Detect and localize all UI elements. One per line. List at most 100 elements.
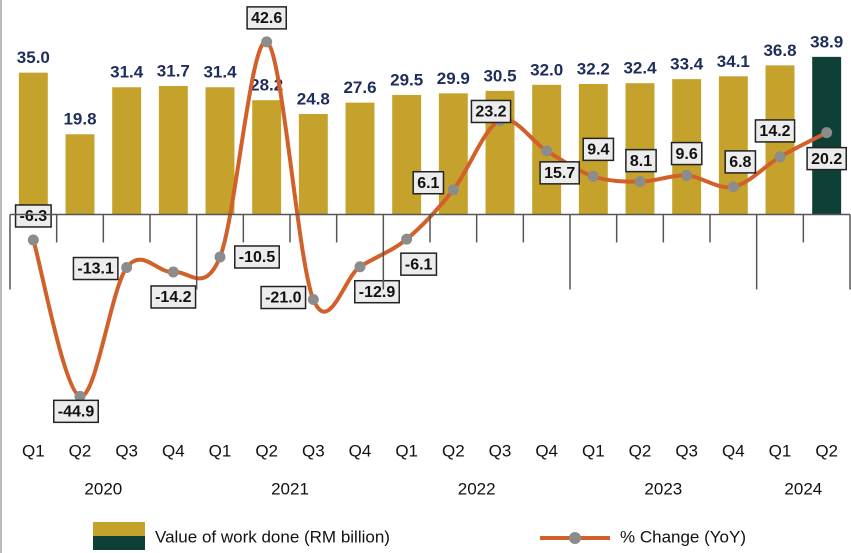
line-marker <box>354 261 366 273</box>
line-marker <box>447 184 459 196</box>
legend-label: % Change (YoY) <box>620 527 746 546</box>
bar <box>625 83 655 215</box>
bar-label: 32.4 <box>623 59 657 78</box>
year-label: 2020 <box>84 479 122 498</box>
x-tick-label: Q2 <box>69 441 92 460</box>
line-label: -6.3 <box>20 208 48 225</box>
line-marker <box>634 176 646 188</box>
line-label: 20.2 <box>811 151 842 168</box>
line-marker <box>681 170 693 182</box>
line-label: -12.9 <box>359 284 396 301</box>
line-label-box <box>400 252 438 276</box>
line-label: -21.0 <box>265 290 302 307</box>
bar <box>205 87 235 215</box>
bar-label: 32.2 <box>577 59 610 78</box>
line-label: 23.2 <box>475 104 506 121</box>
year-label: 2023 <box>644 479 682 498</box>
line-label-box <box>539 161 580 185</box>
x-tick-label: Q1 <box>395 441 418 460</box>
line-marker <box>74 390 86 402</box>
legend-label: Value of work done (RM billion) <box>155 527 390 546</box>
bar-label: 33.4 <box>670 55 704 74</box>
x-tick-label: Q1 <box>209 441 232 460</box>
bar-label: 36.8 <box>763 41 796 60</box>
line-marker <box>587 170 599 182</box>
x-tick-label: Q1 <box>769 441 792 460</box>
x-tick-label: Q1 <box>22 441 45 460</box>
line-label: 6.1 <box>417 175 439 192</box>
line-marker <box>821 127 833 139</box>
line-label-box <box>724 150 757 174</box>
bar-label: 30.5 <box>483 66 516 85</box>
bar <box>438 93 468 215</box>
line-label-box <box>470 99 512 124</box>
x-tick-label: Q3 <box>489 441 512 460</box>
bar <box>65 134 95 215</box>
bar-label: 29.5 <box>390 70 423 89</box>
line-label: -14.2 <box>155 289 192 306</box>
bar-label: 34.1 <box>717 52 750 71</box>
bar-label: 31.7 <box>157 62 190 81</box>
year-label: 2022 <box>458 479 496 498</box>
line-label: 42.6 <box>251 10 282 27</box>
x-tick-label: Q3 <box>302 441 325 460</box>
bar <box>392 94 422 215</box>
bar-label: 29.9 <box>437 69 470 88</box>
line-label-box <box>670 141 703 166</box>
line-marker <box>541 145 553 157</box>
bar-label: 31.4 <box>203 63 237 82</box>
line-label: 14.2 <box>759 123 790 140</box>
line-label-box <box>582 137 615 162</box>
line-label-box <box>72 256 119 281</box>
bar-label: 32.0 <box>530 60 563 79</box>
line-label: -13.1 <box>77 261 114 278</box>
bar <box>112 87 142 215</box>
x-tick-label: Q3 <box>115 441 138 460</box>
bar-label: 35.0 <box>17 48 50 67</box>
year-label: 2021 <box>271 479 309 498</box>
bar <box>158 86 188 215</box>
line-label-box <box>806 146 847 171</box>
line-marker <box>121 262 133 274</box>
line-label: 8.1 <box>630 153 652 170</box>
x-tick-label: Q4 <box>535 441 558 460</box>
legend-swatch <box>93 522 145 536</box>
line-marker <box>401 233 413 245</box>
bar-label: 31.4 <box>110 63 144 82</box>
bar-label: 38.9 <box>810 32 843 51</box>
line-label: 9.4 <box>587 142 609 159</box>
x-tick-label: Q2 <box>255 441 278 460</box>
x-tick-label: Q2 <box>815 441 838 460</box>
line-label-box <box>234 245 280 269</box>
line-marker <box>167 266 179 278</box>
line-label-box <box>354 279 400 304</box>
bar-label: 27.6 <box>343 78 376 97</box>
line-label: 6.8 <box>729 154 751 171</box>
line-marker <box>774 151 786 163</box>
line-label: -44.9 <box>58 404 95 421</box>
line-label: 15.7 <box>544 165 575 182</box>
line-label-box <box>625 148 657 173</box>
bar <box>718 76 748 215</box>
line-marker <box>261 36 273 48</box>
bar <box>252 100 282 215</box>
x-tick-label: Q2 <box>629 441 652 460</box>
line-label: -10.5 <box>239 249 276 266</box>
line-label-box <box>150 285 197 309</box>
x-tick-label: Q3 <box>675 441 698 460</box>
legend-swatch <box>93 536 145 550</box>
line-label-box <box>246 6 287 30</box>
x-tick-label: Q1 <box>582 441 605 460</box>
x-tick-label: Q2 <box>442 441 465 460</box>
bar <box>18 72 48 215</box>
bar-label: 24.8 <box>297 89 330 108</box>
line-marker <box>27 234 39 246</box>
line-label: -6.1 <box>405 256 433 273</box>
line-marker <box>727 181 739 193</box>
bar-label: 28.2 <box>250 76 283 95</box>
bar <box>345 102 375 215</box>
year-label: 2024 <box>784 479 822 498</box>
bar <box>298 113 328 215</box>
bar-label: 19.8 <box>63 110 96 129</box>
